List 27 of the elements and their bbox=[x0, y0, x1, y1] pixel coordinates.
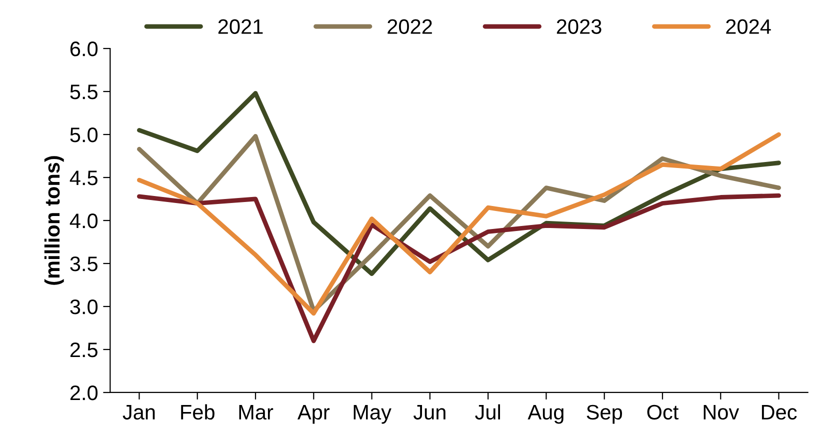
y-tick-label: 3.5 bbox=[70, 256, 98, 272]
y-tick-label: 5.5 bbox=[70, 84, 98, 100]
x-tick-label: Dec bbox=[762, 405, 797, 420]
x-tick-label: Sep bbox=[586, 404, 622, 424]
x-tick-label: Jul bbox=[475, 404, 500, 420]
legend-label: 2022 bbox=[388, 19, 432, 34]
x-tick-label: Jan bbox=[122, 405, 155, 420]
x-tick-label: Feb bbox=[181, 404, 214, 420]
x-tick-label: Jun bbox=[413, 405, 446, 420]
y-tick-label: 2.5 bbox=[70, 342, 98, 358]
y-tick-label: 3.0 bbox=[70, 299, 98, 314]
y-tick-label: 6.0 bbox=[70, 42, 98, 56]
x-tick-label: Aug bbox=[528, 405, 564, 424]
legend-label: 2023 bbox=[556, 19, 602, 34]
y-tick-label: 4.5 bbox=[70, 170, 98, 186]
y-tick-label: 4.0 bbox=[70, 214, 98, 228]
y-tick-label: 5.0 bbox=[70, 128, 98, 142]
x-tick-label: May bbox=[354, 405, 392, 424]
y-tick-label: 2.0 bbox=[70, 385, 98, 400]
x-tick-label: Oct bbox=[647, 404, 679, 420]
x-tick-label: Mar bbox=[239, 405, 274, 420]
legend-label: 2021 bbox=[218, 19, 263, 34]
y-axis-title: (million tons) bbox=[44, 156, 64, 285]
line-series bbox=[137, 193, 781, 344]
x-tick-label: Nov bbox=[704, 405, 740, 420]
x-tick-label: Apr bbox=[297, 405, 330, 424]
legend-label: 2024 bbox=[726, 19, 771, 34]
